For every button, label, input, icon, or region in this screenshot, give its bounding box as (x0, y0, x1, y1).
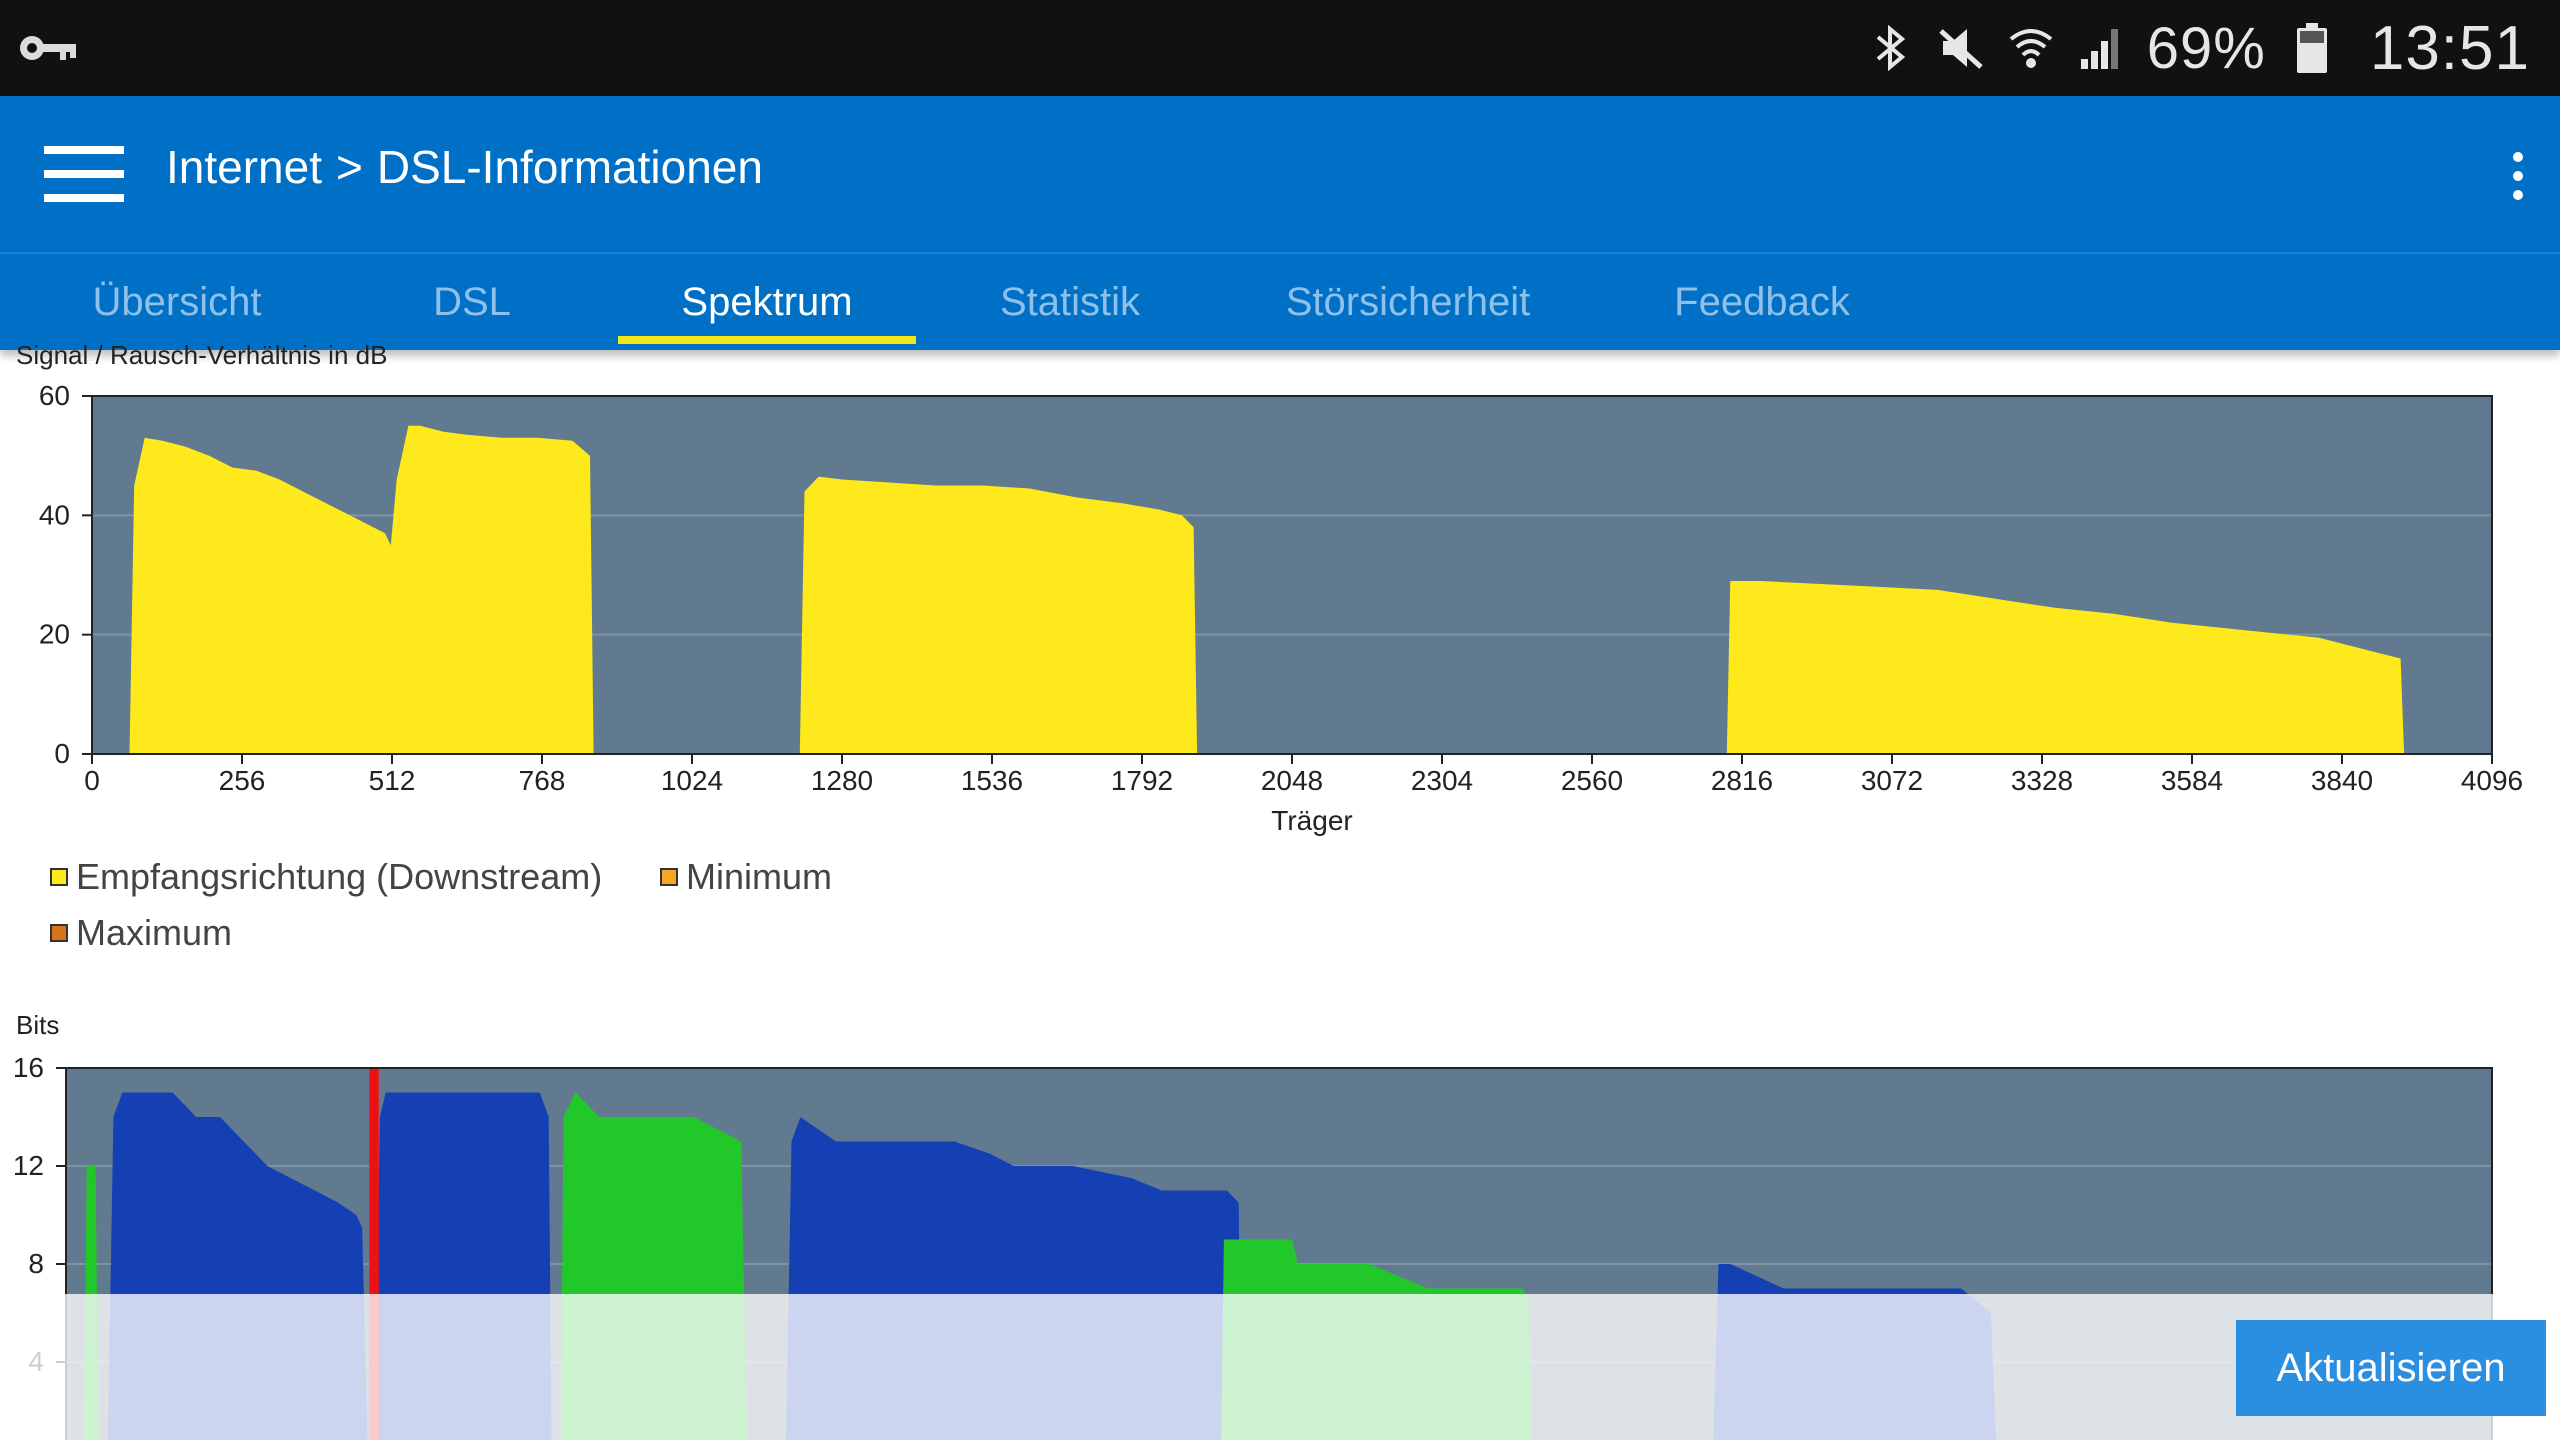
x-tick-label: 2304 (1411, 765, 1473, 796)
legend-label-maximum: Maximum (76, 912, 233, 953)
page-title: DSL-Informationen (376, 141, 763, 193)
x-tick-label: 4096 (2461, 765, 2523, 796)
bottom-overlay (0, 1294, 2560, 1440)
tab-feedback[interactable]: Feedback (1674, 279, 1850, 324)
legend-downstream: Empfangsrichtung (Downstream) (50, 856, 602, 898)
snr-chart: 0 20 40 60 0 256 512 768 1024 1280 1536 1792 2048 230… (39, 380, 2523, 836)
x-tick-label: 256 (219, 765, 266, 796)
legend-label-downstream: Empfangsrichtung (Downstream) (76, 856, 603, 897)
legend-swatch-maximum (50, 924, 68, 942)
y-tick-label: 0 (54, 738, 70, 769)
bluetooth-icon (1867, 24, 1915, 72)
y-tick-label: 40 (39, 499, 70, 530)
wifi-icon (2007, 24, 2055, 72)
tab-statistik[interactable]: Statistik (999, 279, 1141, 324)
y-tick-label: 60 (39, 380, 70, 411)
x-tick-label: 1280 (811, 765, 873, 796)
legend-maximum: Maximum (50, 912, 232, 954)
x-tick-label: 3072 (1861, 765, 1923, 796)
x-tick-label: 2048 (1261, 765, 1323, 796)
x-tick-label: 3328 (2011, 765, 2073, 796)
series-area (799, 476, 1198, 754)
x-tick-label: 2816 (1711, 765, 1773, 796)
mute-icon (1937, 24, 1985, 72)
snr-ylabel: Signal / Rausch-Verhältnis in dB (16, 340, 388, 370)
more-vert-icon[interactable] (2510, 152, 2526, 200)
tab-spektrum[interactable]: Spektrum (618, 254, 916, 350)
x-tick-label: 3584 (2161, 765, 2223, 796)
tab-stoersicherheit[interactable]: Störsicherheit (1285, 279, 1531, 324)
status-bar: 69% 13:51 (0, 0, 2560, 96)
plot-frame (65, 1067, 2493, 1440)
x-tick-label: 1792 (1111, 765, 1173, 796)
app-bar: Internet > DSL-Informationen (0, 96, 2560, 252)
tab-bar: Übersicht DSL Spektrum Statistik Störsic… (0, 252, 2560, 350)
legend-swatch-minimum (660, 868, 678, 886)
x-tick-label: 3840 (2311, 765, 2373, 796)
breadcrumb-internet[interactable]: Internet (166, 141, 322, 193)
x-tick-label: 0 (84, 765, 100, 796)
x-axis-label: Träger (1271, 805, 1352, 836)
clock: 13:51 (2369, 13, 2530, 83)
series-area (129, 425, 594, 754)
hamburger-icon[interactable] (44, 146, 124, 202)
y-tick-label: 16 (13, 1052, 44, 1083)
x-tick-label: 2560 (1561, 765, 1623, 796)
tab-uebersicht[interactable]: Übersicht (92, 279, 262, 324)
x-tick-label: 1536 (961, 765, 1023, 796)
breadcrumb: Internet > DSL-Informationen (166, 140, 763, 194)
series-area (1726, 581, 2405, 754)
battery-percent: 69% (2146, 15, 2266, 81)
refresh-button[interactable]: Aktualisieren (2236, 1320, 2546, 1416)
legend-minimum: Minimum (660, 856, 832, 898)
signal-icon (2077, 24, 2125, 72)
tab-dsl[interactable]: DSL (433, 279, 511, 324)
x-tick-label: 512 (369, 765, 416, 796)
y-tick-label: 8 (28, 1248, 44, 1279)
battery-icon (2288, 23, 2336, 73)
breadcrumb-separator: > (336, 141, 363, 193)
y-tick-label: 20 (39, 619, 70, 650)
legend-swatch-downstream (50, 868, 68, 886)
legend-label-minimum: Minimum (686, 856, 833, 897)
x-tick-label: 768 (519, 765, 566, 796)
x-tick-label: 1024 (661, 765, 723, 796)
bits-ylabel: Bits (16, 1010, 60, 1040)
key-icon (18, 32, 78, 64)
y-tick-label: 12 (13, 1150, 44, 1181)
